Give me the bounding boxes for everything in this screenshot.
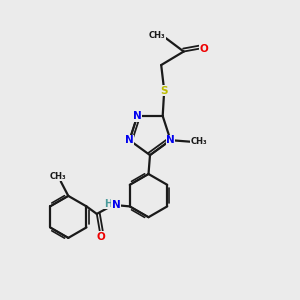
Text: O: O	[96, 232, 105, 242]
Text: N: N	[125, 135, 134, 145]
Text: CH₃: CH₃	[149, 31, 166, 40]
Text: O: O	[200, 44, 208, 53]
Text: CH₃: CH₃	[191, 137, 207, 146]
Text: S: S	[160, 85, 168, 95]
Text: N: N	[166, 135, 175, 145]
Text: N: N	[133, 111, 142, 121]
Text: N: N	[112, 200, 121, 210]
Text: H: H	[104, 199, 112, 209]
Text: CH₃: CH₃	[50, 172, 66, 181]
